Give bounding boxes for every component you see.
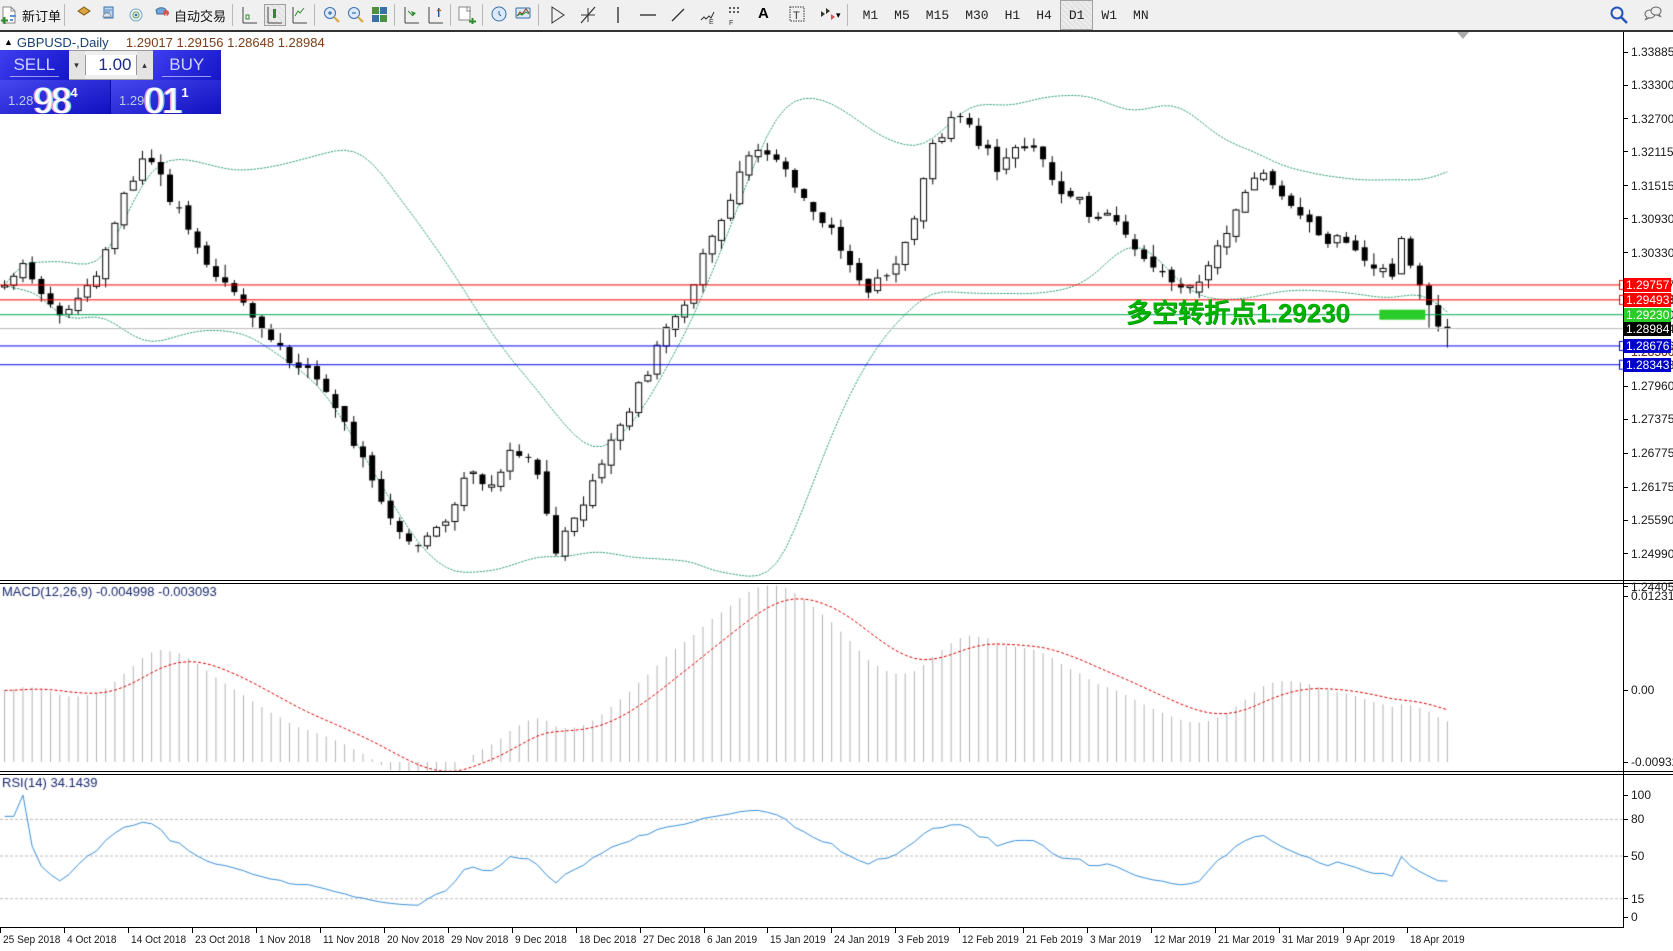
svg-text:T: T (793, 10, 800, 22)
svg-text:F: F (729, 20, 733, 25)
svg-text:E: E (709, 19, 714, 25)
